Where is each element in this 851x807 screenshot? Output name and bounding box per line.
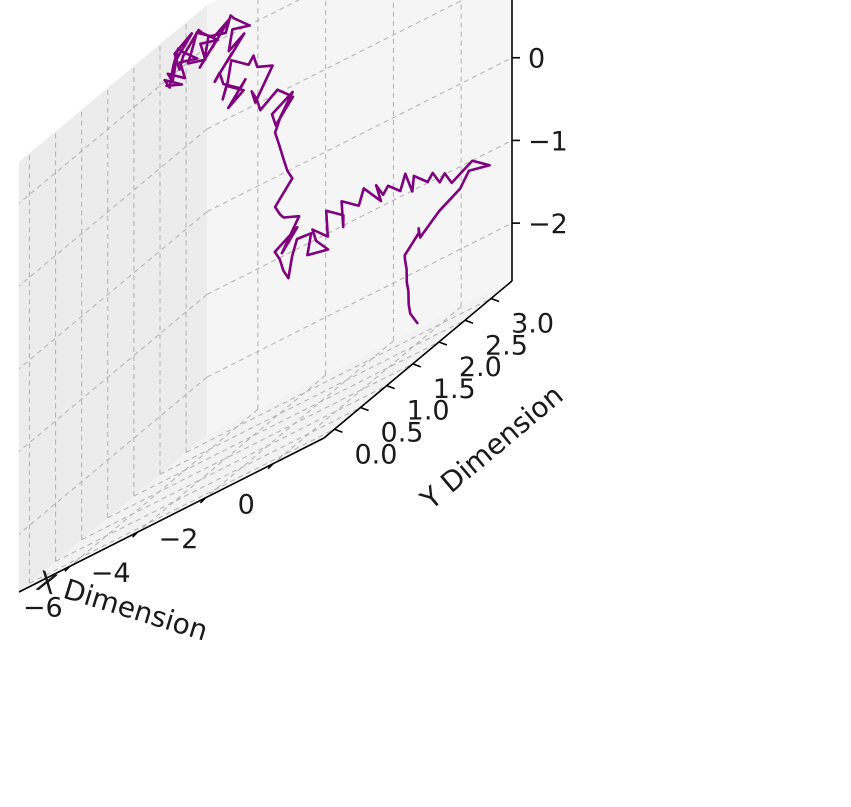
x-tick: [199, 497, 206, 504]
gridline-z-leftwall: [18, 376, 208, 535]
x-tick-label: −4: [91, 558, 131, 589]
gridline-z-backwall: [206, 222, 513, 378]
gridline-y-floor: [81, 385, 387, 541]
z-tick-label: −2: [528, 209, 568, 240]
y-tick: [360, 406, 369, 412]
z-tick-label: 0: [528, 44, 545, 75]
y-tick-label: 3.0: [511, 308, 554, 339]
y-tick-label: 2.5: [485, 330, 528, 361]
y-tick: [464, 319, 474, 324]
z-tick-label: −1: [528, 126, 568, 157]
x-tick-label: 0: [238, 490, 255, 521]
gridline-z-backwall: [206, 0, 300, 47]
gridline-y-floor: [55, 407, 361, 562]
x-tick: [64, 565, 71, 572]
gridline-z-backwall: [206, 139, 513, 295]
gridline-x-floor: [137, 374, 326, 533]
x-tick-label: −2: [158, 524, 198, 555]
chart-axes: [18, 0, 520, 593]
y-tick: [412, 363, 422, 368]
gridline-y-floor: [29, 428, 335, 584]
gridline-y-floor: [133, 341, 440, 497]
y-tick-label: 1.5: [433, 374, 476, 405]
y-axis-line: [323, 280, 513, 439]
y-tick: [386, 384, 395, 390]
x-tick: [132, 531, 139, 538]
y-tick-label: 0.5: [381, 417, 424, 448]
y-tick: [438, 341, 448, 346]
gridline-z-backwall: [206, 57, 513, 213]
x-tick: [267, 463, 274, 470]
y-tick: [490, 297, 500, 303]
gridline-z-leftwall: [18, 294, 208, 452]
gridline-z-leftwall: [18, 211, 208, 370]
gridline-x-floor: [69, 408, 259, 567]
y-tick-label: 2.0: [459, 352, 502, 383]
chart-series: [163, 14, 491, 325]
gridline-z-leftwall: [18, 128, 208, 287]
gridline-y-floor: [107, 363, 414, 519]
gridline-x-floor: [272, 306, 462, 465]
gridline-y-floor: [159, 319, 466, 475]
gridline-z-leftwall: [18, 45, 208, 204]
y-tick: [334, 428, 343, 434]
y-tick-label: 1.0: [407, 396, 450, 427]
x-tick-label: −6: [23, 592, 63, 623]
gridline-x-floor: [205, 340, 394, 499]
gridline-y-floor: [185, 297, 492, 453]
series-line-0: [163, 14, 491, 325]
y-tick-label: 0.0: [354, 439, 397, 470]
